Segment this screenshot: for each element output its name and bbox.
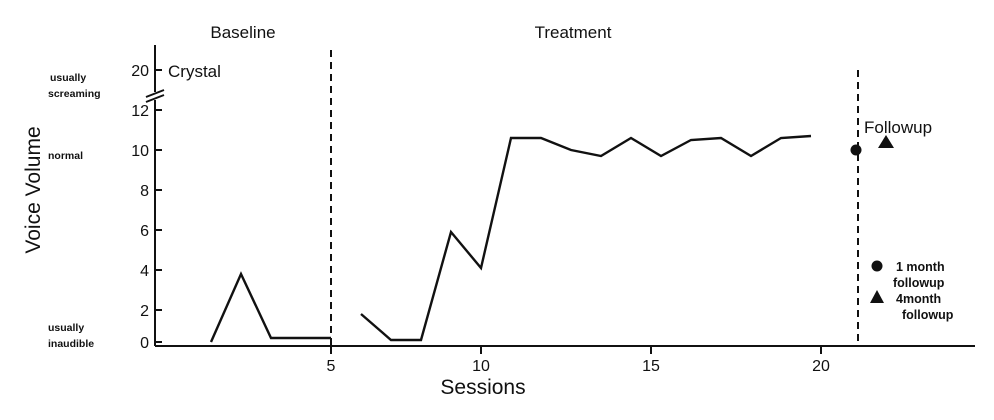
axis-break-mark [145,89,165,98]
y-tick-label-10: 10 [131,143,149,160]
x-tick-label-5: 5 [327,358,336,375]
y-tick-label-20: 20 [131,63,149,80]
legend-marker-triangle [870,290,884,303]
y-tick-label-0: 0 [140,335,149,352]
participant-label: Crystal [168,62,221,81]
anchor-label-inaudible-line2: inaudible [48,338,94,350]
series-line-treatment [360,134,812,342]
anchor-label-inaudible-line1: usually [48,322,84,334]
y-tick-label-6: 6 [140,223,149,240]
x-axis-title: Sessions [440,376,525,399]
legend-4month-line1: 4month [896,292,941,306]
anchor-label-screaming-line1: usually [50,72,86,84]
y-ticks: 0 2 4 6 8 10 12 20 [131,63,162,352]
legend-1month-line2: followup [893,276,945,290]
x-tick-label-15: 15 [642,358,660,375]
x-tick-label-20: 20 [812,358,830,375]
anchor-label-normal: normal [48,150,83,162]
phase-label-followup: Followup [864,118,932,137]
legend-1month-line1: 1 month [896,260,945,274]
series-layer [209,134,812,343]
legend-4month-line2: followup [902,308,954,322]
x-ticks: 5 10 15 20 [327,346,830,375]
followup-point-circle [850,144,862,156]
anchor-label-screaming-line2: screaming [48,88,101,100]
y-tick-label-2: 2 [140,303,149,320]
phase-label-treatment: Treatment [535,23,612,42]
y-tick-label-4: 4 [140,263,149,280]
followup-markers [850,135,894,156]
y-axis-title: Voice Volume [22,126,45,253]
y-tick-label-12: 12 [131,103,149,120]
legend: 1 month followup 4month followup [870,260,954,322]
phase-label-baseline: Baseline [210,23,275,42]
y-anchor-labels: usually screaming normal usually inaudib… [48,72,101,350]
followup-point-triangle [878,135,894,148]
axis-break-mark [145,94,165,103]
legend-marker-circle [871,260,883,272]
x-tick-label-10: 10 [472,358,490,375]
series-line-baseline [209,271,331,343]
y-tick-label-8: 8 [140,183,149,200]
